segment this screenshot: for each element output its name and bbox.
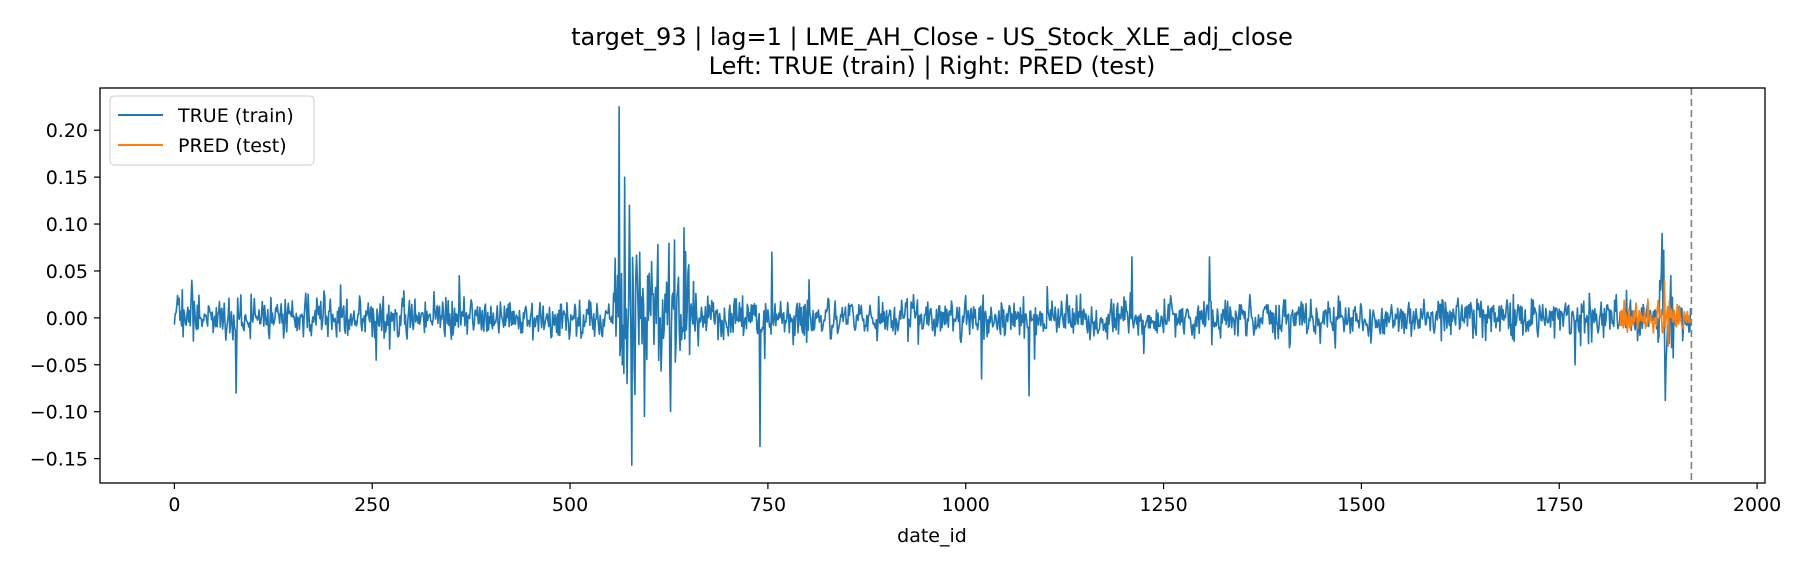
x-axis: 0 250 500 750 1000 1250 1500 1750 2000 bbox=[168, 483, 1781, 516]
y-tick-label: 0.05 bbox=[46, 261, 88, 283]
x-axis-label: date_id bbox=[897, 525, 967, 547]
legend-label-true: TRUE (train) bbox=[177, 105, 294, 127]
chart-subtitle: Left: TRUE (train) | Right: PRED (test) bbox=[709, 52, 1156, 80]
x-tick-label: 1750 bbox=[1535, 494, 1583, 516]
plot-area bbox=[99, 87, 1766, 484]
x-tick-label: 250 bbox=[354, 494, 390, 516]
legend: TRUE (train) PRED (test) bbox=[109, 95, 315, 166]
x-tick-label: 750 bbox=[750, 494, 786, 516]
chart-title: target_93 | lag=1 | LME_AH_Close - US_St… bbox=[571, 23, 1293, 51]
legend-box bbox=[109, 95, 315, 166]
series-line-true-train bbox=[173, 105, 1692, 466]
series-line-pred-test bbox=[1619, 279, 1692, 347]
plot-frame bbox=[99, 87, 1766, 484]
x-tick-label: 2000 bbox=[1733, 494, 1781, 516]
x-tick-label: 500 bbox=[552, 494, 588, 516]
legend-label-pred: PRED (test) bbox=[178, 135, 287, 157]
x-tick-label: 1000 bbox=[942, 494, 990, 516]
x-tick-label: 0 bbox=[168, 494, 180, 516]
y-tick-label: −0.10 bbox=[30, 402, 88, 424]
y-axis: 0.20 0.15 0.10 0.05 0.00 −0.05 −0.10 −0.15 bbox=[30, 120, 100, 471]
x-tick-label: 1250 bbox=[1139, 494, 1187, 516]
y-tick-label: 0.20 bbox=[46, 120, 88, 142]
y-tick-label: 0.10 bbox=[46, 214, 88, 236]
y-tick-label: 0.00 bbox=[46, 308, 88, 330]
x-tick-label: 1500 bbox=[1337, 494, 1385, 516]
y-tick-label: −0.15 bbox=[30, 449, 88, 471]
y-tick-label: −0.05 bbox=[30, 355, 88, 377]
series-layer bbox=[173, 105, 1692, 466]
y-tick-label: 0.15 bbox=[46, 167, 88, 189]
